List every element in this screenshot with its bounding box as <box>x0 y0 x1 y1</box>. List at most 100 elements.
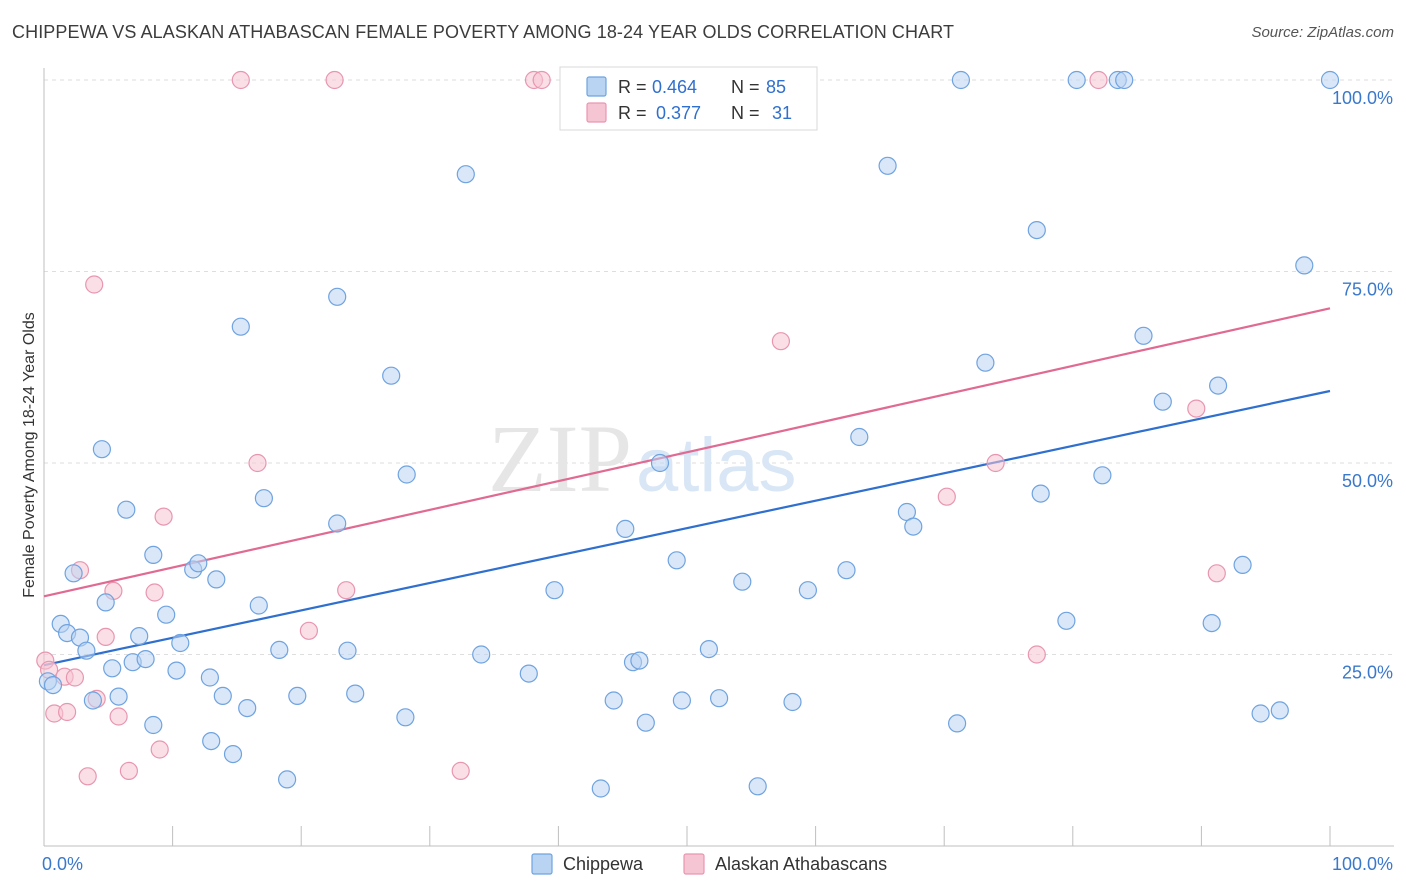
chippewa-point-27 <box>223 744 243 764</box>
chippewa-point-68 <box>976 353 995 372</box>
y-tick-label-0: 25.0% <box>1342 663 1393 683</box>
chippewa-point-25 <box>207 570 226 589</box>
chippewa-point-30 <box>249 596 268 615</box>
chippewa-point-40 <box>396 708 415 727</box>
athabascan-point-22 <box>451 761 470 781</box>
athabascan-point-29 <box>1089 70 1108 90</box>
chippewa-point-66 <box>947 714 967 733</box>
chippewa-point-20 <box>171 633 190 653</box>
chippewa-point-11 <box>109 687 128 706</box>
chippewa-point-42 <box>456 165 475 184</box>
chippewa-point-76 <box>1134 326 1153 345</box>
chippewa-point-4 <box>64 564 83 583</box>
y-axis-label: Female Poverty Among 18-24 Year Olds <box>21 312 38 598</box>
athabascan-point-17 <box>231 70 250 90</box>
y-tick-labels: 25.0% 50.0% 75.0% 100.0% <box>1332 88 1393 683</box>
chippewa-point-26 <box>213 686 232 706</box>
athabascan-point-30 <box>1187 399 1206 418</box>
chippewa-point-46 <box>591 779 610 798</box>
y-tick-label-3: 100.0% <box>1332 88 1393 108</box>
athabascan-point-25 <box>771 332 791 351</box>
chippewa-point-39 <box>382 366 401 385</box>
chippewa-point-43 <box>472 645 491 664</box>
legend-n-value-1: 85 <box>766 77 786 97</box>
chippewa-point-60 <box>798 581 818 600</box>
athabascan-point-12 <box>109 707 128 726</box>
chippewa-point-57 <box>733 572 752 591</box>
axes <box>43 68 1394 847</box>
chippewa-point-41 <box>397 465 416 484</box>
chippewa-point-79 <box>1208 376 1228 395</box>
chippewa-point-12 <box>117 500 136 519</box>
legend-swatch-athabascan <box>586 102 607 123</box>
chippewa-point-71 <box>1057 611 1076 630</box>
athabascan-point-28 <box>1027 645 1046 664</box>
legend-r-label-2: R = <box>618 103 647 123</box>
athabascan-point-8 <box>85 275 104 294</box>
legend-swatch-chippewa <box>586 76 607 97</box>
athabascan-point-27 <box>986 453 1005 473</box>
x-tick-labels: 0.0% 100.0% <box>42 854 1393 874</box>
chippewa-point-77 <box>1153 392 1172 411</box>
athabascan-point-14 <box>145 583 164 602</box>
athabascan-point-10 <box>96 627 115 647</box>
legend-bottom-swatch-athabascan <box>683 853 705 875</box>
chippewa-point-15 <box>136 649 155 669</box>
chippewa-point-82 <box>1270 701 1289 720</box>
athabascan-point-19 <box>299 621 318 640</box>
athabascan-point-20 <box>325 70 344 90</box>
chippewa-point-80 <box>1233 555 1252 575</box>
legend-n-label-1: N = <box>731 77 760 97</box>
chippewa-point-48 <box>616 519 635 539</box>
chippewa-trend-line <box>43 389 1331 667</box>
chippewa-point-63 <box>878 156 897 175</box>
chippewa-point-78 <box>1202 613 1221 633</box>
source-label: Source: ZipAtlas.com <box>1251 24 1394 41</box>
chippewa-point-61 <box>837 561 856 580</box>
chippewa-point-16 <box>144 715 163 735</box>
athabascan-point-7 <box>78 767 97 786</box>
legend-series: Chippewa Alaskan Athabascans <box>531 853 887 875</box>
chippewa-point-18 <box>157 605 176 624</box>
chippewa-point-56 <box>709 689 729 708</box>
athabascan-trend-line <box>43 307 1331 598</box>
chippewa-point-58 <box>748 777 767 796</box>
athabascan-point-26 <box>937 487 956 506</box>
chippewa-point-14 <box>130 626 149 646</box>
chippewa-point-52 <box>650 453 670 473</box>
chippewa-point-53 <box>667 551 686 570</box>
chippewa-point-17 <box>144 545 163 565</box>
chippewa-point-70 <box>1031 484 1050 503</box>
chippewa-point-67 <box>951 70 971 90</box>
chippewa-point-44 <box>519 664 538 683</box>
chippewa-point-28 <box>231 317 250 336</box>
athabascan-point-15 <box>150 740 169 759</box>
chippewa-point-36 <box>328 514 347 533</box>
chippewa-point-55 <box>699 639 719 659</box>
athabascan-point-18 <box>248 453 267 473</box>
watermark-zip: ZIP <box>488 405 632 512</box>
legend-r-value-2: 0.377 <box>656 103 701 123</box>
legend-r-value-1: 0.464 <box>652 77 697 97</box>
chippewa-point-73 <box>1093 466 1112 485</box>
athabascan-point-13 <box>119 761 138 781</box>
gridlines <box>44 79 1394 655</box>
chippewa-point-31 <box>254 489 273 508</box>
trend-lines <box>43 307 1331 667</box>
athabascan-point-24 <box>532 70 551 90</box>
chippewa-point-37 <box>338 641 357 660</box>
x-tick-label-0: 0.0% <box>42 854 83 874</box>
chippewa-point-29 <box>238 698 257 718</box>
chippewa-point-62 <box>850 427 869 447</box>
legend-r-label-1: R = <box>618 77 647 97</box>
watermark: ZIP atlas <box>488 405 797 512</box>
x-tick-label-1: 100.0% <box>1332 854 1393 874</box>
legend-stats: R = 0.464 N = 85 R = 0.377 N = 31 <box>559 66 818 131</box>
chippewa-point-72 <box>1067 70 1086 90</box>
chippewa-point-32 <box>270 640 289 660</box>
chippewa-point-50 <box>630 651 649 670</box>
legend-series-name-2: Alaskan Athabascans <box>715 854 887 874</box>
chippewa-point-33 <box>278 770 297 789</box>
chippewa-point-24 <box>202 731 221 751</box>
